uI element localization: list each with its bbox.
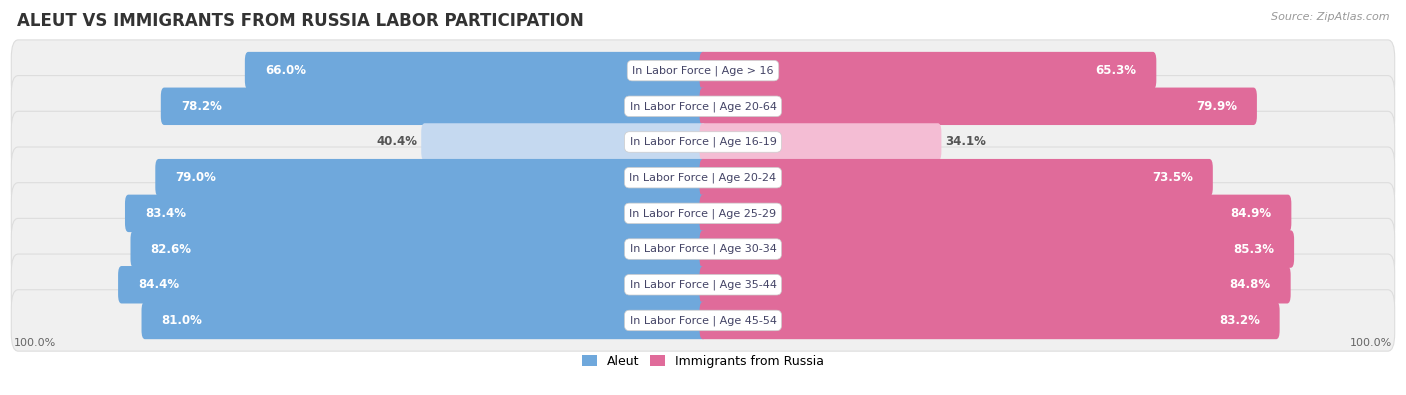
Text: 79.0%: 79.0% — [176, 171, 217, 184]
FancyBboxPatch shape — [125, 195, 706, 232]
Text: In Labor Force | Age 20-24: In Labor Force | Age 20-24 — [630, 173, 776, 183]
Text: 83.2%: 83.2% — [1219, 314, 1260, 327]
Text: In Labor Force | Age 35-44: In Labor Force | Age 35-44 — [630, 280, 776, 290]
Text: Source: ZipAtlas.com: Source: ZipAtlas.com — [1271, 12, 1389, 22]
FancyBboxPatch shape — [700, 159, 1213, 196]
Text: 78.2%: 78.2% — [181, 100, 222, 113]
FancyBboxPatch shape — [700, 123, 942, 161]
FancyBboxPatch shape — [11, 147, 1395, 209]
FancyBboxPatch shape — [11, 111, 1395, 173]
Legend: Aleut, Immigrants from Russia: Aleut, Immigrants from Russia — [578, 351, 828, 371]
Text: 84.8%: 84.8% — [1230, 278, 1271, 291]
FancyBboxPatch shape — [700, 88, 1257, 125]
Text: 65.3%: 65.3% — [1095, 64, 1136, 77]
FancyBboxPatch shape — [700, 266, 1291, 303]
Text: 100.0%: 100.0% — [14, 338, 56, 348]
FancyBboxPatch shape — [160, 88, 706, 125]
Text: 40.4%: 40.4% — [377, 135, 418, 149]
Text: 84.4%: 84.4% — [138, 278, 179, 291]
FancyBboxPatch shape — [11, 40, 1395, 101]
FancyBboxPatch shape — [118, 266, 706, 303]
Text: In Labor Force | Age > 16: In Labor Force | Age > 16 — [633, 65, 773, 76]
Text: 100.0%: 100.0% — [1350, 338, 1392, 348]
Text: ALEUT VS IMMIGRANTS FROM RUSSIA LABOR PARTICIPATION: ALEUT VS IMMIGRANTS FROM RUSSIA LABOR PA… — [17, 12, 583, 30]
FancyBboxPatch shape — [245, 52, 706, 89]
FancyBboxPatch shape — [131, 230, 706, 268]
Text: 66.0%: 66.0% — [264, 64, 307, 77]
Text: In Labor Force | Age 16-19: In Labor Force | Age 16-19 — [630, 137, 776, 147]
Text: 82.6%: 82.6% — [150, 243, 191, 256]
FancyBboxPatch shape — [11, 182, 1395, 244]
FancyBboxPatch shape — [700, 302, 1279, 339]
Text: In Labor Force | Age 25-29: In Labor Force | Age 25-29 — [630, 208, 776, 218]
FancyBboxPatch shape — [11, 290, 1395, 351]
FancyBboxPatch shape — [155, 159, 706, 196]
FancyBboxPatch shape — [700, 195, 1291, 232]
Text: 79.9%: 79.9% — [1197, 100, 1237, 113]
FancyBboxPatch shape — [11, 75, 1395, 137]
Text: 73.5%: 73.5% — [1152, 171, 1192, 184]
FancyBboxPatch shape — [700, 52, 1156, 89]
FancyBboxPatch shape — [142, 302, 706, 339]
Text: In Labor Force | Age 30-34: In Labor Force | Age 30-34 — [630, 244, 776, 254]
Text: 81.0%: 81.0% — [162, 314, 202, 327]
FancyBboxPatch shape — [700, 230, 1294, 268]
Text: 83.4%: 83.4% — [145, 207, 186, 220]
Text: 85.3%: 85.3% — [1233, 243, 1274, 256]
Text: In Labor Force | Age 20-64: In Labor Force | Age 20-64 — [630, 101, 776, 111]
FancyBboxPatch shape — [11, 254, 1395, 316]
Text: In Labor Force | Age 45-54: In Labor Force | Age 45-54 — [630, 315, 776, 326]
Text: 84.9%: 84.9% — [1230, 207, 1271, 220]
Text: 34.1%: 34.1% — [945, 135, 986, 149]
FancyBboxPatch shape — [422, 123, 706, 161]
FancyBboxPatch shape — [11, 218, 1395, 280]
